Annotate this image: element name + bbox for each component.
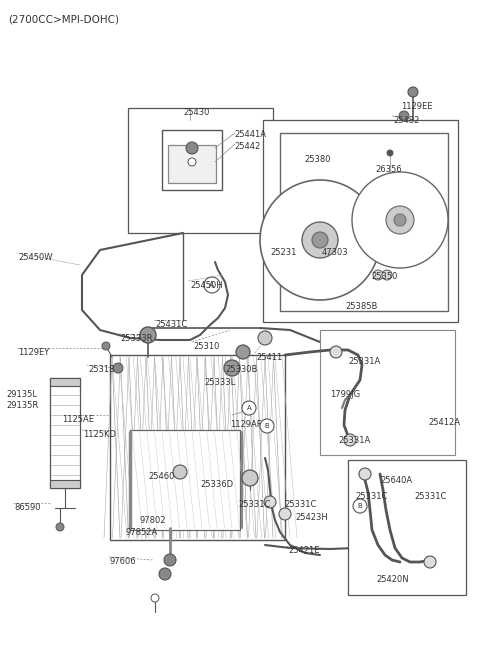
Text: A: A	[209, 281, 215, 290]
Circle shape	[102, 342, 110, 350]
Circle shape	[113, 363, 123, 373]
Text: 25350: 25350	[371, 272, 397, 281]
Text: 25336D: 25336D	[200, 480, 233, 489]
Text: 1125AE: 1125AE	[62, 415, 94, 424]
Text: 25411: 25411	[256, 353, 282, 362]
Text: 25331C: 25331C	[355, 492, 387, 501]
Text: 47303: 47303	[322, 248, 348, 257]
Text: 1129EY: 1129EY	[18, 348, 49, 357]
Circle shape	[312, 232, 328, 248]
Circle shape	[386, 206, 414, 234]
Bar	[128, 108, 273, 233]
Bar	[168, 145, 216, 183]
Circle shape	[424, 556, 436, 568]
Text: 25431C: 25431C	[155, 320, 187, 329]
Circle shape	[330, 346, 342, 358]
Text: 29135L: 29135L	[6, 390, 37, 399]
Text: 25430: 25430	[183, 108, 209, 117]
Text: 25331C: 25331C	[284, 500, 316, 509]
Circle shape	[302, 222, 338, 258]
Text: 25331A: 25331A	[348, 357, 380, 366]
Bar	[280, 133, 448, 311]
Text: 25331A: 25331A	[338, 436, 370, 445]
Text: 97802: 97802	[140, 516, 167, 525]
Bar	[130, 430, 240, 530]
Text: 25450W: 25450W	[18, 253, 52, 262]
Text: 25310: 25310	[193, 342, 219, 351]
Bar	[320, 330, 455, 455]
Text: 25333L: 25333L	[204, 378, 235, 387]
Text: 25330B: 25330B	[225, 365, 257, 374]
Text: 25380: 25380	[304, 155, 331, 164]
Circle shape	[258, 331, 272, 345]
Text: 1129AF: 1129AF	[230, 420, 262, 429]
Circle shape	[399, 111, 409, 121]
Text: 86590: 86590	[14, 503, 40, 512]
Circle shape	[56, 523, 64, 531]
Circle shape	[140, 327, 156, 343]
Circle shape	[260, 419, 274, 433]
Circle shape	[264, 496, 276, 508]
Text: 97852A: 97852A	[126, 528, 158, 537]
Text: 25423H: 25423H	[295, 513, 328, 522]
Text: B: B	[358, 503, 362, 509]
Text: A: A	[247, 405, 252, 411]
Text: 25331C: 25331C	[414, 492, 446, 501]
Circle shape	[188, 158, 196, 166]
Circle shape	[224, 360, 240, 376]
Circle shape	[159, 568, 171, 580]
Text: 25231: 25231	[270, 248, 296, 257]
Text: 25460: 25460	[148, 472, 174, 481]
Text: 25318: 25318	[88, 365, 115, 374]
Text: 97606: 97606	[110, 557, 137, 566]
Circle shape	[204, 277, 220, 293]
Bar	[348, 460, 466, 595]
Circle shape	[373, 270, 383, 280]
Circle shape	[359, 468, 371, 480]
Bar	[110, 355, 285, 540]
Circle shape	[387, 150, 393, 156]
Text: 25421E: 25421E	[288, 546, 320, 555]
Bar	[50, 480, 80, 488]
Circle shape	[353, 499, 367, 513]
Text: 25412A: 25412A	[428, 418, 460, 427]
Text: 25331C: 25331C	[238, 500, 270, 509]
Circle shape	[408, 87, 418, 97]
Circle shape	[236, 345, 250, 359]
Bar	[162, 130, 222, 190]
Text: 25442: 25442	[234, 142, 260, 151]
Text: (2700CC>MPI-DOHC): (2700CC>MPI-DOHC)	[8, 15, 119, 25]
Circle shape	[352, 172, 448, 268]
Bar	[263, 120, 458, 322]
Text: 1799JG: 1799JG	[330, 390, 360, 399]
Text: 25420N: 25420N	[376, 575, 408, 584]
Circle shape	[173, 465, 187, 479]
Text: 25441A: 25441A	[234, 130, 266, 139]
Text: 25482: 25482	[393, 116, 420, 125]
Circle shape	[186, 142, 198, 154]
Text: B: B	[264, 423, 269, 429]
Circle shape	[382, 270, 392, 280]
Circle shape	[344, 434, 356, 446]
Text: 25450H: 25450H	[190, 281, 223, 290]
Circle shape	[242, 401, 256, 415]
Circle shape	[151, 594, 159, 602]
Text: 25333R: 25333R	[120, 334, 153, 343]
Circle shape	[394, 214, 406, 226]
Text: 25640A: 25640A	[380, 476, 412, 485]
Text: 25385B: 25385B	[345, 302, 377, 311]
Text: 26356: 26356	[375, 165, 402, 174]
Circle shape	[260, 180, 380, 300]
Bar	[50, 378, 80, 386]
Circle shape	[242, 470, 258, 486]
Circle shape	[279, 508, 291, 520]
Text: 29135R: 29135R	[6, 401, 38, 410]
Text: 1125KD: 1125KD	[83, 430, 116, 439]
Bar	[50, 378, 80, 488]
Circle shape	[164, 554, 176, 566]
Text: 1129EE: 1129EE	[401, 102, 432, 111]
